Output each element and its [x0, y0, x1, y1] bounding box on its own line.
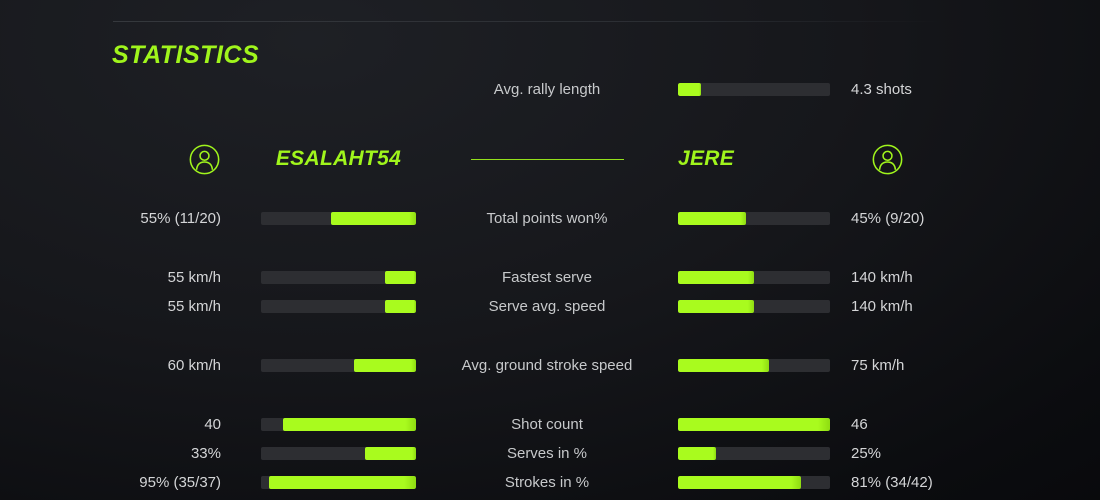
- stat-right-bar-fill: [678, 212, 747, 225]
- stat-row: 95% (35/37) Strokes in % 81% (34/42): [0, 468, 1100, 497]
- stat-right-value: 25%: [851, 445, 882, 462]
- stat-left-bar: [261, 418, 416, 431]
- stat-left-bar-fill: [364, 447, 416, 460]
- stat-right-value: 46: [851, 416, 868, 433]
- stat-right-bar-fill: [678, 359, 770, 372]
- stat-left-bar-fill: [385, 271, 416, 284]
- stat-label: Avg. ground stroke speed: [461, 357, 633, 374]
- stat-right-bar: [678, 418, 830, 431]
- stat-right-bar: [678, 271, 830, 284]
- stat-right-value: 81% (34/42): [851, 474, 933, 491]
- player-right-avatar-icon: [872, 144, 903, 174]
- center-divider-line: [470, 158, 624, 160]
- rally-length-value: 4.3 shots: [851, 80, 912, 98]
- stat-label: Serve avg. speed: [488, 298, 606, 315]
- stat-right-bar: [678, 212, 830, 225]
- stat-right-bar-fill: [678, 476, 802, 489]
- rally-length-label: Avg. rally length: [493, 80, 601, 98]
- stat-right-bar: [678, 447, 830, 460]
- stat-left-value: 33%: [190, 445, 221, 462]
- player-left-avatar-icon: [189, 144, 220, 174]
- stat-row: 55 km/h Serve avg. speed 140 km/h: [0, 292, 1100, 321]
- stat-row: 33% Serves in % 25%: [0, 439, 1100, 468]
- rally-length-bar-fill: [678, 82, 701, 96]
- player-left-name: ESALAHT54: [275, 147, 402, 170]
- stat-left-bar-fill: [330, 212, 416, 225]
- stat-right-value: 75 km/h: [851, 357, 905, 374]
- stat-left-bar-fill: [282, 418, 416, 431]
- player-right-name: JERE: [678, 147, 735, 170]
- stat-right-bar-fill: [678, 271, 754, 284]
- stat-row: 40 Shot count 46: [0, 410, 1100, 439]
- stats-list: 55% (11/20) Total points won% 45% (9/20)…: [0, 204, 1100, 497]
- rally-length-row: Avg. rally length 4.3 shots: [0, 76, 1100, 102]
- stat-label: Total points won%: [486, 210, 608, 227]
- stat-right-bar: [678, 359, 830, 372]
- stat-left-bar: [261, 359, 416, 372]
- stat-left-value: 95% (35/37): [139, 474, 221, 491]
- stat-right-bar: [678, 476, 830, 489]
- stat-left-value: 60 km/h: [167, 357, 221, 374]
- stat-left-value: 55 km/h: [167, 269, 221, 286]
- stat-left-value: 40: [204, 416, 221, 433]
- page-title: STATISTICS: [112, 41, 260, 69]
- top-divider: [113, 21, 941, 22]
- stat-right-bar: [678, 300, 830, 313]
- stat-left-value: 55 km/h: [167, 298, 221, 315]
- stat-left-bar-fill: [385, 300, 416, 313]
- stat-label: Fastest serve: [501, 269, 593, 286]
- stat-label: Shot count: [511, 416, 583, 433]
- stat-left-bar: [261, 447, 416, 460]
- stat-row: 55 km/h Fastest serve 140 km/h: [0, 263, 1100, 292]
- stat-left-bar: [261, 300, 416, 313]
- stat-right-value: 140 km/h: [851, 269, 913, 286]
- players-header-row: ESALAHT54 JERE: [0, 139, 1100, 179]
- stat-left-bar: [261, 271, 416, 284]
- stat-right-bar-fill: [678, 300, 754, 313]
- stat-row: 60 km/h Avg. ground stroke speed 75 km/h: [0, 351, 1100, 380]
- stat-left-bar-fill: [268, 476, 416, 489]
- stat-label: Serves in %: [506, 445, 588, 462]
- stat-right-value: 140 km/h: [851, 298, 913, 315]
- stat-label: Strokes in %: [504, 474, 590, 491]
- stat-left-bar: [261, 476, 416, 489]
- stat-left-value: 55% (11/20): [140, 210, 221, 227]
- stat-right-bar-fill: [678, 418, 830, 431]
- stat-row: 55% (11/20) Total points won% 45% (9/20): [0, 204, 1100, 233]
- stat-right-value: 45% (9/20): [851, 210, 925, 227]
- stat-left-bar: [261, 212, 416, 225]
- rally-length-bar: [678, 82, 830, 96]
- stat-right-bar-fill: [678, 447, 716, 460]
- stat-left-bar-fill: [354, 359, 416, 372]
